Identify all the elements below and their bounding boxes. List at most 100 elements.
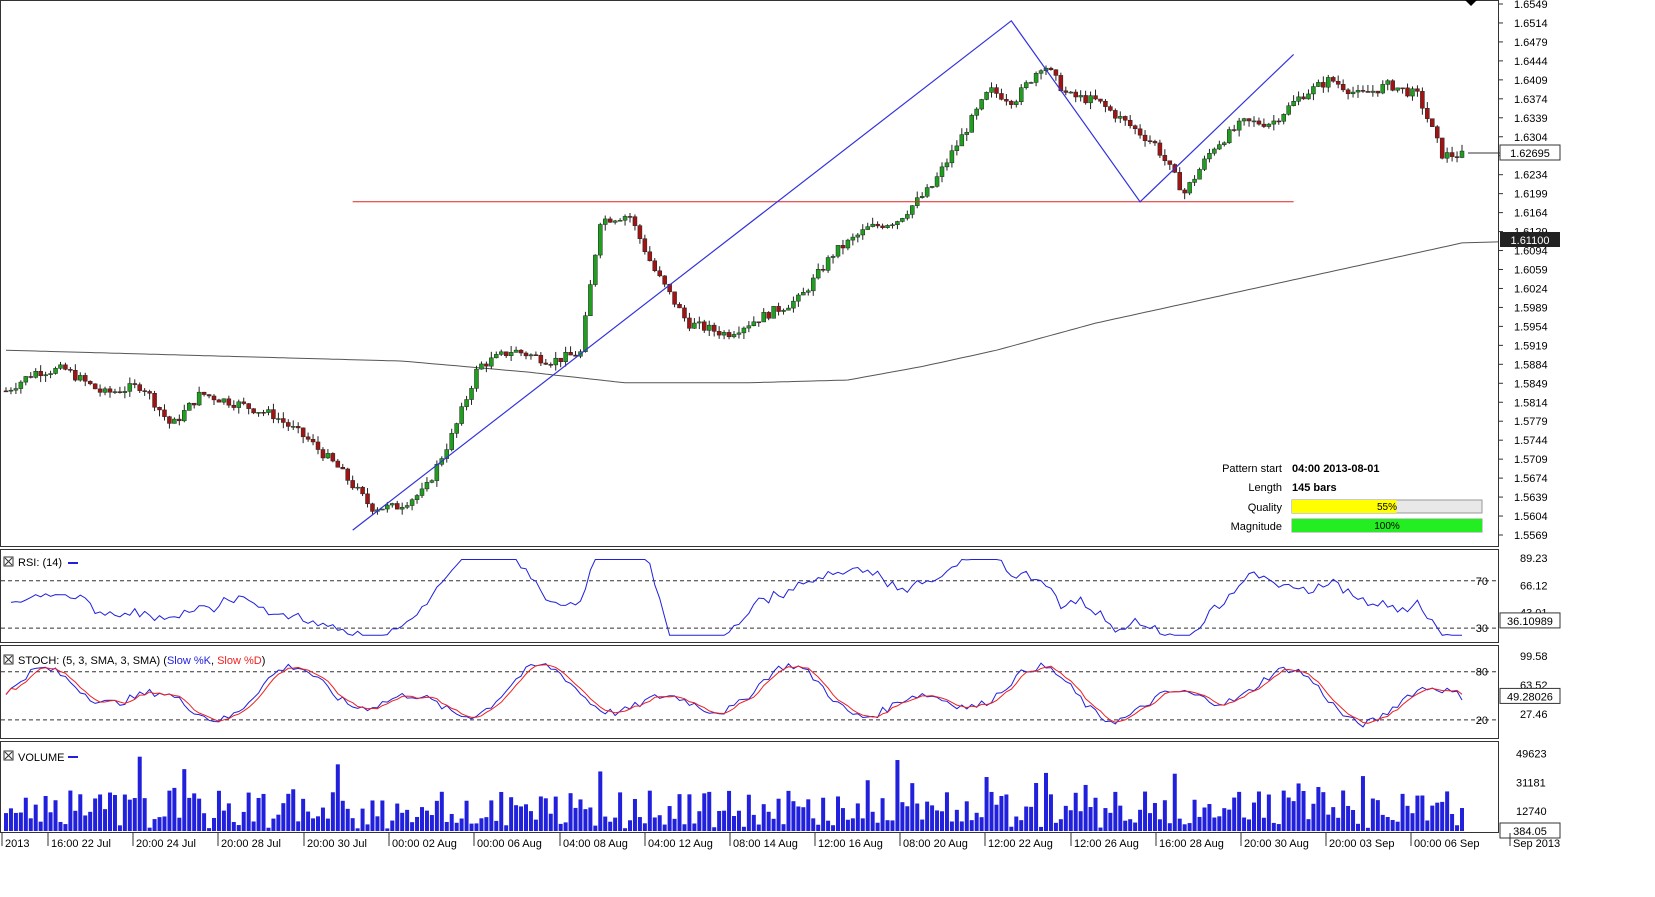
volume-bar: [949, 821, 954, 831]
pattern-zigzag: [352, 19, 1295, 531]
candle-body: [43, 374, 48, 377]
candle-body: [186, 402, 192, 411]
candle-body: [276, 418, 281, 420]
candle-body: [221, 398, 227, 403]
candle-body: [1068, 91, 1074, 94]
scroll-arrow-icon[interactable]: [1465, 0, 1477, 6]
time-label: 04:00 12 Aug: [648, 838, 713, 850]
candle-body: [949, 150, 955, 164]
volume-bar: [1440, 801, 1445, 831]
candle-body: [1098, 98, 1103, 102]
stoch-title-prefix: STOCH: (5, 3, SMA, 3, SMA) (: [18, 655, 167, 667]
volume-bar: [23, 797, 28, 831]
candle-body: [167, 416, 172, 424]
candle-body: [771, 306, 776, 319]
candle-body: [53, 368, 58, 374]
volume-bar: [1152, 803, 1157, 831]
candle-body: [58, 364, 63, 369]
rsi-level-label: 70: [1476, 576, 1488, 588]
candle-body: [350, 480, 355, 489]
candle-body: [404, 505, 410, 508]
candle-body: [8, 389, 14, 392]
candle-body: [706, 324, 712, 331]
time-label: 20:00 30 Aug: [1244, 838, 1309, 850]
candle-body: [419, 488, 425, 496]
candle-body: [1345, 89, 1351, 95]
volume-bar: [28, 818, 33, 831]
volume-bar: [865, 780, 870, 831]
candle-body: [1157, 142, 1163, 156]
candle-body: [162, 409, 167, 417]
volume-bar: [524, 804, 528, 831]
pattern-lines: [352, 19, 1295, 531]
volume-bar: [291, 789, 296, 831]
volume-bar: [1321, 792, 1326, 831]
volume-bar: [509, 797, 514, 831]
volume-bar: [355, 828, 360, 831]
volume-bar: [1400, 793, 1405, 831]
candle-body: [939, 166, 945, 177]
volume-bar: [1336, 817, 1341, 831]
volume-bar: [836, 796, 840, 831]
price-tick-label: 1.5569: [1514, 530, 1548, 542]
volume-bar: [1103, 808, 1108, 831]
candle-body: [533, 354, 539, 356]
volume-bar: [127, 799, 132, 831]
volume-bar: [454, 822, 459, 831]
time-label: 00:00 06 Aug: [477, 838, 542, 850]
candle-body: [251, 408, 256, 414]
volume-bar: [207, 828, 212, 831]
volume-bar: [494, 820, 499, 831]
candle-body: [484, 363, 489, 367]
candle-body: [340, 467, 346, 470]
candle-body: [315, 441, 321, 450]
candle-body: [394, 503, 400, 510]
volume-bar: [499, 791, 504, 831]
candle-body: [964, 132, 970, 135]
volume-bar: [1133, 822, 1138, 831]
candle-body: [840, 245, 846, 249]
volume-bar: [900, 802, 905, 831]
volume-bar: [172, 787, 177, 831]
volume-close-x-icon: [4, 751, 13, 760]
candle-body: [875, 223, 880, 227]
volume-bar: [1192, 799, 1197, 831]
volume-bar: [316, 816, 320, 831]
volume-bar: [984, 777, 989, 831]
candle-body: [518, 349, 524, 354]
volume-bar: [1108, 812, 1113, 831]
volume-bar: [325, 818, 330, 831]
candle-body: [647, 251, 653, 262]
volume-bar: [424, 810, 429, 831]
candle-body: [548, 364, 554, 366]
candle-body: [1182, 189, 1187, 194]
candle-body: [1321, 82, 1326, 88]
price-tick-label: 1.5674: [1514, 473, 1548, 485]
volume-bar: [286, 793, 291, 831]
candle-body: [177, 418, 182, 422]
candle-body: [1152, 141, 1158, 144]
price-tick-label: 1.6444: [1514, 56, 1548, 68]
volume-bar: [1024, 806, 1029, 831]
volume-bar: [147, 827, 152, 831]
time-label: 16:00 28 Aug: [1159, 838, 1224, 850]
volume-bar: [1420, 795, 1425, 831]
volume-bar: [1138, 809, 1143, 831]
candle-body: [697, 321, 702, 324]
volume-bar: [1356, 823, 1360, 831]
rsi-tick-label: 89.23: [1520, 553, 1548, 565]
candle-body: [1108, 106, 1113, 111]
volume-bar: [1331, 807, 1336, 831]
time-label: 20:00 03 Sep: [1329, 838, 1394, 850]
candle-body: [553, 357, 558, 366]
volume-bar: [642, 823, 647, 831]
volume-bar: [1266, 794, 1271, 831]
price-tick-label: 1.5744: [1514, 435, 1548, 447]
candle-body: [508, 352, 514, 356]
pattern-start-value: 04:00 2013-08-01: [1292, 463, 1379, 475]
candle-body: [1380, 84, 1386, 94]
volume-bar: [251, 821, 256, 831]
volume-bar: [38, 821, 43, 831]
candle-body: [281, 418, 286, 423]
rsi-current-box: [1499, 612, 1561, 629]
